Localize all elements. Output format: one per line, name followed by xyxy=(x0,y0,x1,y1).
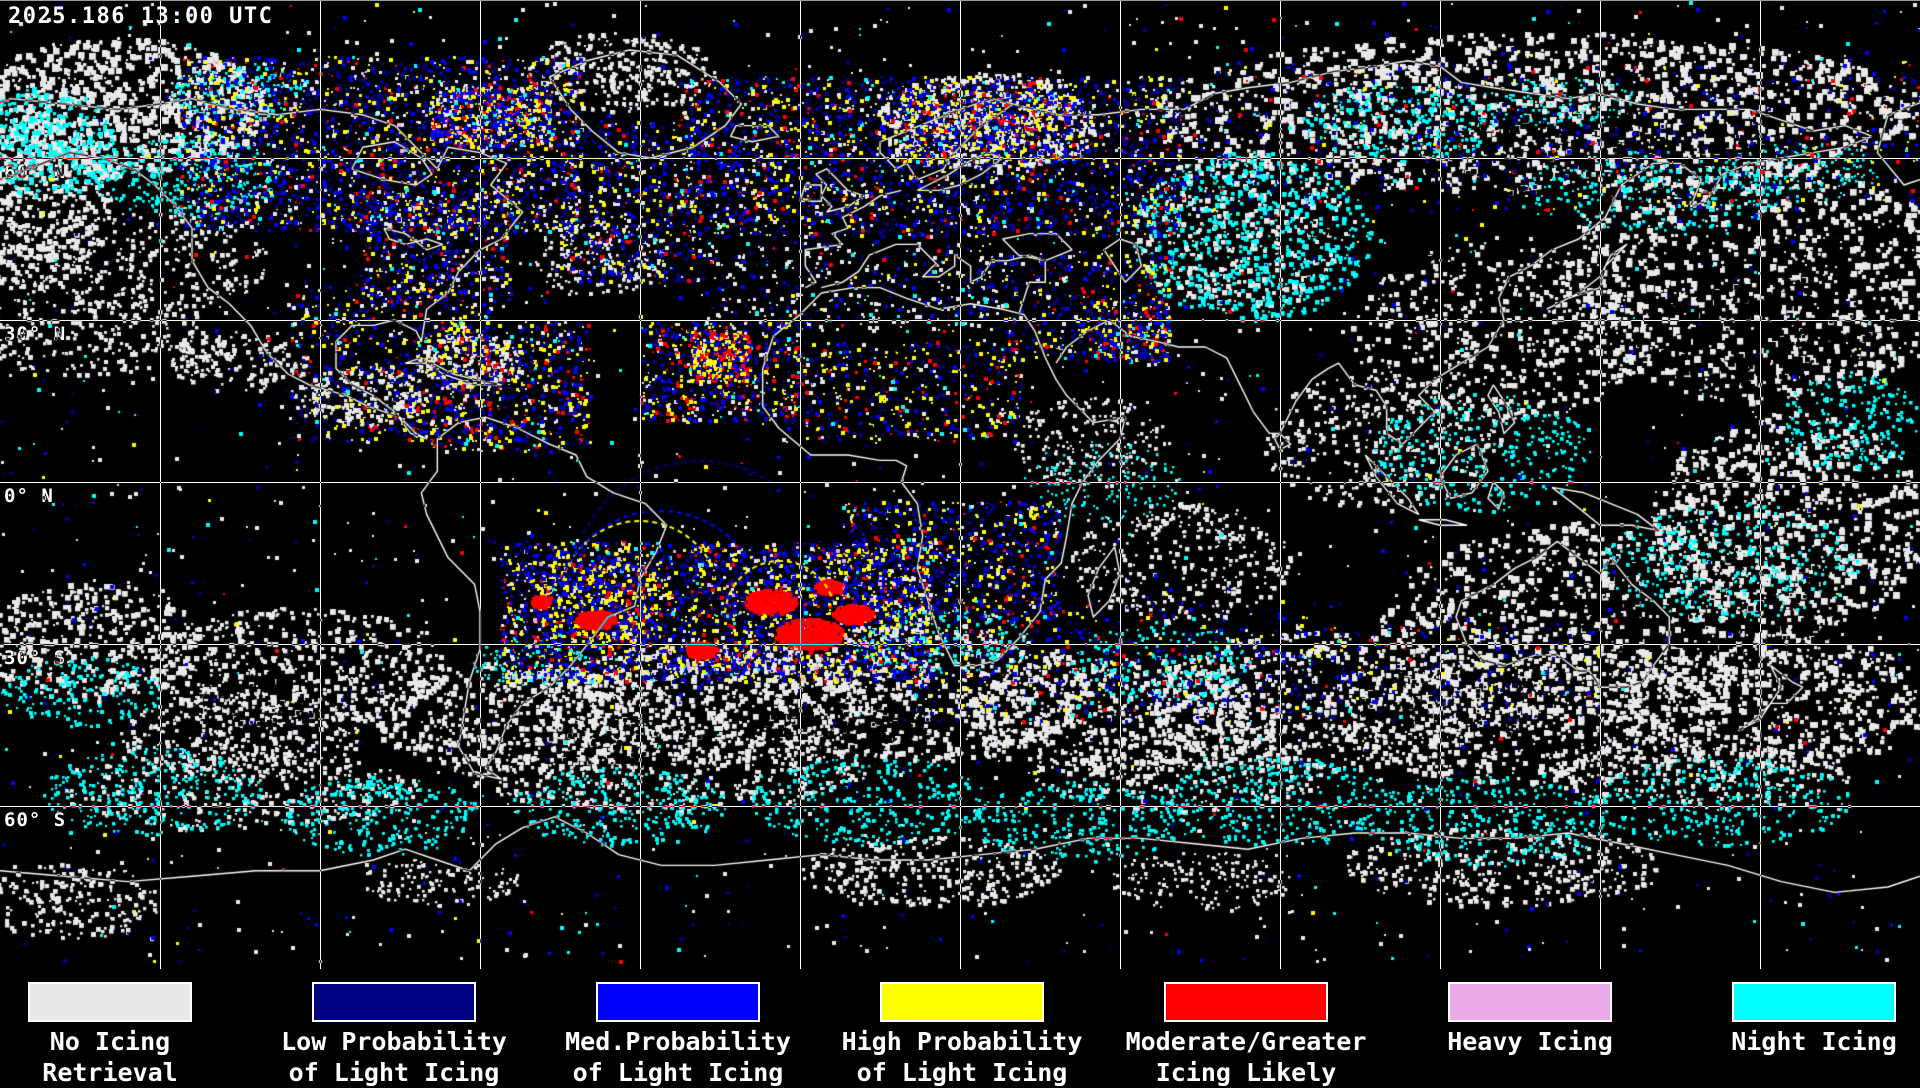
legend-item-night-icing: Night Icing xyxy=(1672,970,1920,1057)
longitude-gridline xyxy=(800,1,801,969)
legend-swatch-low-prob-light-icing xyxy=(312,982,476,1022)
legend-swatch-no-icing-retrieval xyxy=(28,982,192,1022)
legend-swatch-med-prob-light-icing xyxy=(596,982,760,1022)
latitude-gridline xyxy=(0,482,1920,483)
longitude-gridline xyxy=(1120,1,1121,969)
longitude-gridline xyxy=(1760,1,1761,969)
legend-item-high-prob-light-icing: High Probability of Light Icing xyxy=(820,970,1104,1088)
longitude-gridline xyxy=(1600,1,1601,969)
latitude-gridline xyxy=(0,644,1920,645)
legend-label-line2: Icing Likely xyxy=(1155,1058,1337,1087)
legend-label-line2: of Light Icing xyxy=(288,1058,500,1087)
latitude-label: 30° S xyxy=(4,647,67,669)
legend-swatch-moderate-greater-icing xyxy=(1164,982,1328,1022)
longitude-gridline xyxy=(160,1,161,969)
latitude-gridline xyxy=(0,320,1920,321)
latitude-gridline xyxy=(0,158,1920,159)
legend-swatch-heavy-icing xyxy=(1448,982,1612,1022)
legend-label-line1: Heavy Icing xyxy=(1447,1027,1613,1056)
legend-label-line1: Med.Probability xyxy=(565,1027,791,1056)
latitude-label: 0° N xyxy=(4,485,54,507)
legend: No Icing Retrieval Low Probability of Light… xyxy=(0,970,1920,1087)
longitude-gridline xyxy=(960,1,961,969)
latitude-label: 60° S xyxy=(4,809,67,831)
longitude-gridline xyxy=(640,1,641,969)
legend-label-line2: of Light Icing xyxy=(856,1058,1068,1087)
longitude-gridline xyxy=(320,1,321,969)
legend-label-line2: of Light Icing xyxy=(572,1058,784,1087)
longitude-gridline xyxy=(480,1,481,969)
legend-swatch-high-prob-light-icing xyxy=(880,982,1044,1022)
legend-item-heavy-icing: Heavy Icing xyxy=(1388,970,1672,1057)
longitude-gridline xyxy=(1440,1,1441,969)
latitude-gridline xyxy=(0,806,1920,807)
legend-label-line2: Retrieval xyxy=(42,1058,178,1087)
legend-label-line1: No Icing xyxy=(49,1027,171,1056)
longitude-gridline xyxy=(1280,1,1281,969)
legend-item-med-prob-light-icing: Med.Probability of Light Icing xyxy=(536,970,820,1088)
legend-label-line1: Moderate/Greater xyxy=(1125,1027,1367,1056)
world-map: 60° N 30° N 0° N 30° S 60° S 2025.186 13:00 … xyxy=(0,0,1920,971)
legend-swatch-night-icing xyxy=(1732,982,1896,1022)
legend-label-line1: Low Probability xyxy=(281,1027,507,1056)
legend-label-line1: High Probability xyxy=(841,1027,1083,1056)
timestamp: 2025.186 13:00 UTC xyxy=(8,4,274,29)
legend-item-moderate-greater-icing: Moderate/Greater Icing Likely xyxy=(1104,970,1388,1088)
latitude-label: 30° N xyxy=(4,323,67,345)
latitude-label: 60° N xyxy=(4,161,67,183)
legend-item-no-icing-retrieval: No Icing Retrieval xyxy=(0,970,252,1088)
legend-item-low-prob-light-icing: Low Probability of Light Icing xyxy=(252,970,536,1088)
legend-label-line1: Night Icing xyxy=(1731,1027,1897,1056)
